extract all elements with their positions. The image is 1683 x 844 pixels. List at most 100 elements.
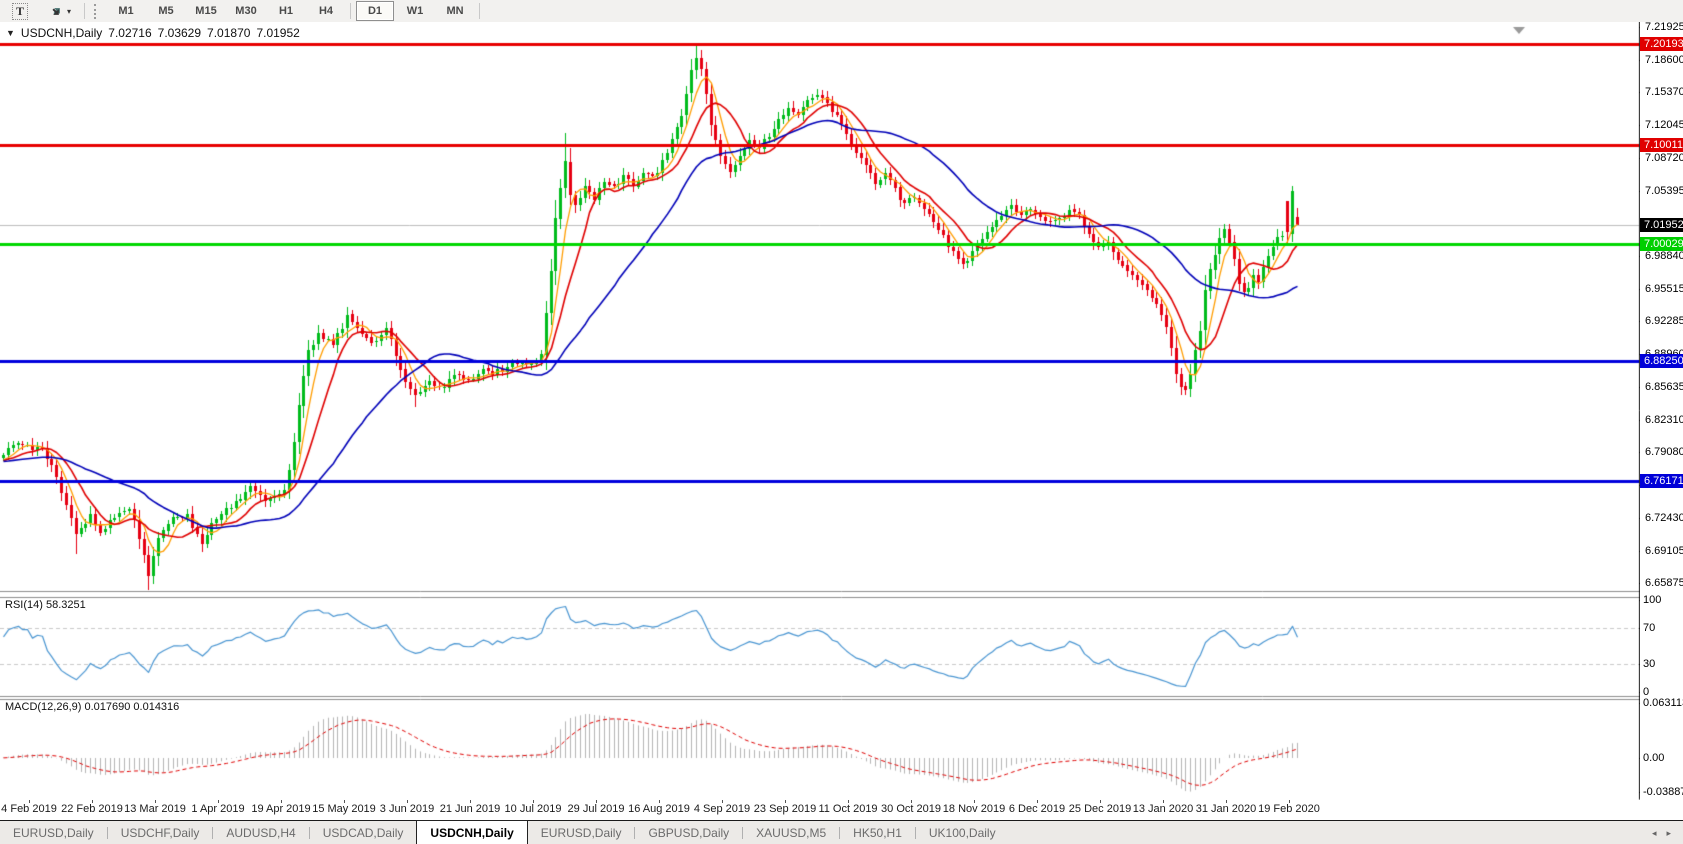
date-label: 11 Oct 2019: [818, 803, 878, 815]
macd-tick: -0.038872: [1643, 785, 1683, 798]
tab-scroll-left-icon[interactable]: ◂: [1651, 827, 1657, 838]
tab-separator: [106, 827, 108, 839]
rsi-tick: 0: [1643, 686, 1650, 698]
date-tick: [1100, 800, 1101, 803]
symbol-dropdown-icon[interactable]: ▼: [6, 28, 15, 38]
toolbar-separator: [479, 3, 480, 19]
chart-title: ▼ USDCNH,Daily 7.02716 7.03629 7.01870 7…: [6, 26, 300, 40]
date-tick: [659, 800, 660, 803]
tab-6-gbpusd-daily[interactable]: GBPUSD,Daily: [648, 826, 730, 840]
price-level-label: 7.01952: [1640, 217, 1683, 232]
chart-tab-bar: EURUSD,Daily USDCHF,Daily AUDUSD,H4 USDCAD,…: [0, 820, 1683, 844]
tab-separator: [742, 827, 744, 839]
price-tick: 6.69105: [1645, 544, 1683, 557]
price-level-label: 7.10011: [1640, 138, 1683, 152]
ohlc-high: 7.03629: [157, 26, 202, 40]
timeframe-button-d1[interactable]: D1: [356, 1, 394, 21]
date-label: 21 Jun 2019: [439, 803, 501, 815]
date-label: 13 Jan 2020: [1132, 803, 1194, 815]
tab-3-usdcad-daily[interactable]: USDCAD,Daily: [322, 826, 404, 840]
date-label: 16 Aug 2019: [628, 803, 690, 815]
tab-separator: [308, 827, 310, 839]
date-tick: [1037, 800, 1038, 803]
date-label: 30 Oct 2019: [881, 803, 941, 815]
toolbar-separator: [350, 3, 351, 19]
date-label: 23 Sep 2019: [753, 803, 817, 815]
indicators-tool-button[interactable]: ▾: [41, 1, 79, 21]
date-tick: [848, 800, 849, 803]
timeframe-button-m30[interactable]: M30: [235, 5, 257, 17]
date-tick: [92, 800, 93, 803]
rsi-indicator-label: RSI(14) 58.3251: [5, 599, 86, 611]
rsi-tick: 30: [1643, 658, 1656, 671]
timeframe-button-mn[interactable]: MN: [446, 5, 464, 17]
tab-separator: [212, 827, 214, 839]
timeframe-button-h4[interactable]: H4: [318, 5, 334, 17]
timeframe-button-m5[interactable]: M5: [158, 5, 174, 17]
chart-canvas[interactable]: [0, 22, 1683, 800]
date-tick: [29, 800, 30, 803]
tab-7-xauusd-m5[interactable]: XAUUSD,M5: [756, 826, 827, 840]
ohlc-low: 7.01870: [207, 26, 251, 40]
price-tick: 7.12045: [1645, 118, 1683, 131]
price-axis[interactable]: 7.21925 7.18600 7.15370 7.12045 7.08720 7.053…: [1640, 20, 1683, 800]
price-tick: 6.85635: [1645, 380, 1683, 393]
date-label: 22 Feb 2019: [61, 803, 123, 815]
macd-indicator-label: MACD(12,26,9) 0.017690 0.014316: [5, 701, 180, 713]
tab-0-eurusd-daily[interactable]: EURUSD,Daily: [13, 826, 94, 840]
date-label: 29 Jul 2019: [567, 803, 625, 815]
date-tick: [911, 800, 912, 803]
tab-5-eurusd-daily[interactable]: EURUSD,Daily: [540, 826, 622, 840]
text-tool-button[interactable]: T: [1, 1, 39, 21]
price-tick: 6.79080: [1645, 445, 1683, 458]
tab-scroll-right-icon[interactable]: ▸: [1666, 827, 1671, 838]
date-tick: [974, 800, 975, 803]
tab-1-usdchf-daily[interactable]: USDCHF,Daily: [120, 826, 200, 840]
chart-symbol: USDCNH,Daily: [20, 26, 103, 40]
date-axis[interactable]: 4 Feb 2019 22 Feb 2019 13 Mar 2019 1 Apr 20…: [0, 800, 1640, 820]
date-label: 4 Sep 2019: [693, 803, 751, 815]
date-label: 18 Nov 2019: [942, 803, 1006, 815]
date-label: 31 Jan 2020: [1195, 803, 1257, 815]
tab-2-audusd-h4[interactable]: AUDUSD,H4: [226, 826, 296, 840]
date-label: 4 Feb 2019: [1, 803, 57, 815]
timeframe-button-h1[interactable]: H1: [278, 5, 294, 17]
date-label: 13 Mar 2019: [124, 803, 186, 815]
date-tick: [596, 800, 597, 803]
toolbar-grip[interactable]: [94, 3, 101, 19]
date-tick: [155, 800, 156, 803]
tab-9-uk100-daily[interactable]: UK100,Daily: [928, 826, 996, 840]
chevron-down-icon: ▾: [66, 6, 71, 16]
price-level-label: 6.76171: [1640, 473, 1683, 488]
date-tick: [785, 800, 786, 803]
tab-separator: [634, 827, 636, 839]
rsi-tick: 70: [1643, 621, 1656, 634]
price-tick: 6.82310: [1645, 413, 1683, 426]
date-label: 6 Dec 2019: [1008, 803, 1066, 815]
date-label: 3 Jun 2019: [379, 803, 435, 815]
date-tick: [407, 800, 408, 803]
price-tick: 7.21925: [1645, 20, 1683, 33]
tab-4-usdcnh-daily[interactable]: USDCNH,Daily: [416, 820, 528, 844]
tab-8-hk50-h1[interactable]: HK50,H1: [853, 826, 902, 840]
timeframe-button-w1[interactable]: W1: [406, 5, 424, 17]
price-level-label: 7.00029: [1640, 237, 1683, 252]
macd-tick: 0.063113: [1643, 697, 1683, 710]
date-tick: [722, 800, 723, 803]
timeframe-button-m15[interactable]: M15: [195, 5, 217, 17]
toolbar-separator: [84, 3, 85, 19]
price-tick: 7.05395: [1645, 184, 1683, 197]
ohlc-open: 7.02716: [108, 26, 152, 40]
date-tick: [281, 800, 282, 803]
price-level-label: 6.88250: [1640, 353, 1683, 368]
price-tick: 6.98840: [1645, 249, 1683, 262]
tab-separator: [839, 827, 841, 839]
date-label: 10 Jul 2019: [504, 803, 562, 815]
date-tick: [533, 800, 534, 803]
price-tick: 7.08720: [1645, 151, 1683, 164]
timeframe-button-m1[interactable]: M1: [118, 5, 134, 17]
price-tick: 6.72430: [1645, 511, 1683, 524]
date-label: 15 May 2019: [312, 803, 376, 815]
text-tool-icon: T: [11, 2, 28, 20]
